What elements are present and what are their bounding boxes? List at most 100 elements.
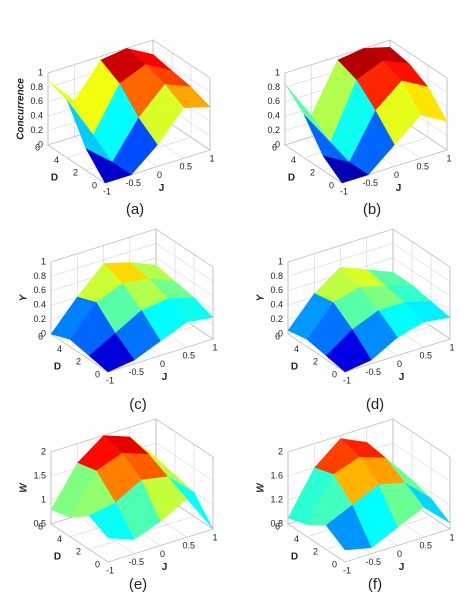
grid-line [50, 228, 214, 268]
surface-patch [88, 502, 135, 540]
x-tick-label: -1 [103, 186, 111, 196]
y-tick-label: 6 [275, 521, 280, 531]
x-axis-label: J [162, 562, 168, 573]
z-tick-label: 0.6 [267, 96, 280, 106]
x-tick-label: 0 [157, 170, 162, 180]
x-axis-label: J [399, 372, 405, 383]
x-tick-label: 0 [160, 359, 165, 369]
y-tick-label: 0 [92, 180, 97, 190]
z-tick-label: 1.2 [270, 494, 283, 504]
panel-label: (f) [368, 576, 382, 593]
panel-label: (d) [366, 396, 384, 413]
y-axis-label: D [291, 552, 298, 563]
panel-label: (b) [363, 201, 381, 218]
y-tick-label: 0 [329, 180, 334, 190]
x-tick-label: -0.5 [365, 557, 381, 567]
surface-patch [325, 504, 372, 551]
z-tick-label: 0 [38, 139, 43, 149]
y-tick-label: 0 [95, 559, 100, 569]
z-tick-label: 0.8 [33, 271, 46, 281]
grid-line [104, 78, 211, 184]
y-tick-label: 6 [35, 142, 40, 152]
y-tick-label: 4 [291, 155, 296, 165]
z-tick-label: 0.2 [270, 314, 283, 324]
z-tick-label: 0.8 [270, 271, 283, 281]
y-tick-label: 0 [332, 369, 337, 379]
x-tick-label: 0.5 [419, 351, 432, 361]
z-tick-label: 0.4 [270, 300, 283, 310]
z-tick-label: 0.4 [30, 111, 43, 121]
grid-line [287, 228, 451, 268]
z-tick-label: 1 [41, 256, 46, 266]
z-tick-label: 0.6 [33, 285, 46, 295]
y-axis-label: D [54, 362, 61, 373]
z-tick-label: 1.6 [270, 470, 283, 480]
surface-patch [85, 148, 132, 184]
panel-label: (c) [129, 396, 147, 413]
x-axis-label: J [159, 183, 165, 194]
x-tick-label: 0 [160, 549, 165, 559]
surface-patch [325, 329, 372, 373]
z-tick-label: 2 [41, 446, 46, 456]
y-tick-label: 2 [73, 168, 78, 178]
y-tick-label: 4 [57, 534, 62, 544]
x-tick-label: 1 [449, 532, 454, 542]
z-tick-label: 0.8 [270, 518, 283, 528]
x-tick-label: 0 [394, 170, 399, 180]
x-tick-label: -0.5 [128, 557, 144, 567]
z-tick-label: 0.8 [30, 82, 43, 92]
y-axis-label: D [288, 173, 295, 184]
panel-label: (a) [126, 201, 144, 218]
x-axis-label: J [396, 183, 402, 194]
grid-line [341, 78, 448, 184]
x-tick-label: -1 [106, 565, 114, 575]
x-tick-label: -1 [343, 375, 351, 385]
z-tick-label: 2 [278, 446, 283, 456]
z-tick-label: 0.2 [30, 125, 43, 135]
z-axis-label: Concurrence [16, 78, 27, 140]
y-tick-label: 2 [310, 168, 315, 178]
z-axis-label: W [256, 482, 267, 493]
y-tick-label: 4 [294, 534, 299, 544]
grid-line [107, 267, 214, 373]
z-tick-label: 1 [278, 256, 283, 266]
z-tick-label: 0.2 [33, 314, 46, 324]
y-tick-label: 0 [332, 559, 337, 569]
x-tick-label: -0.5 [125, 178, 141, 188]
z-tick-label: 1 [41, 494, 46, 504]
x-tick-label: -1 [343, 565, 351, 575]
x-tick-label: 0 [397, 359, 402, 369]
z-tick-label: 1 [275, 67, 280, 77]
x-tick-label: -0.5 [365, 367, 381, 377]
y-tick-label: 0 [95, 369, 100, 379]
x-tick-label: 0.5 [182, 541, 195, 551]
x-tick-label: -0.5 [362, 178, 378, 188]
x-axis-label: J [162, 372, 168, 383]
y-tick-label: 4 [57, 344, 62, 354]
x-axis-label: J [399, 562, 405, 573]
y-tick-label: 6 [38, 521, 43, 531]
x-tick-label: 0.5 [416, 162, 429, 172]
z-tick-label: 0.6 [30, 96, 43, 106]
z-tick-label: 0 [275, 139, 280, 149]
grid-line [344, 267, 451, 373]
y-tick-label: 2 [313, 547, 318, 557]
x-tick-label: -1 [106, 375, 114, 385]
surface-patch [88, 332, 135, 373]
x-tick-label: -1 [340, 186, 348, 196]
x-tick-label: 0 [397, 549, 402, 559]
y-tick-label: 6 [275, 331, 280, 341]
x-tick-label: 1 [449, 342, 454, 352]
y-tick-label: 4 [294, 344, 299, 354]
z-tick-label: 0.5 [33, 518, 46, 528]
z-axis-label: Y [19, 293, 30, 301]
x-tick-label: 1 [209, 153, 214, 163]
y-tick-label: 4 [54, 155, 59, 165]
x-tick-label: 1 [212, 532, 217, 542]
x-tick-label: -0.5 [128, 367, 144, 377]
y-tick-label: 2 [313, 357, 318, 367]
y-axis-label: D [54, 552, 61, 563]
panel-label: (e) [129, 576, 147, 593]
grid-line [344, 457, 451, 563]
x-tick-label: 0.5 [419, 541, 432, 551]
